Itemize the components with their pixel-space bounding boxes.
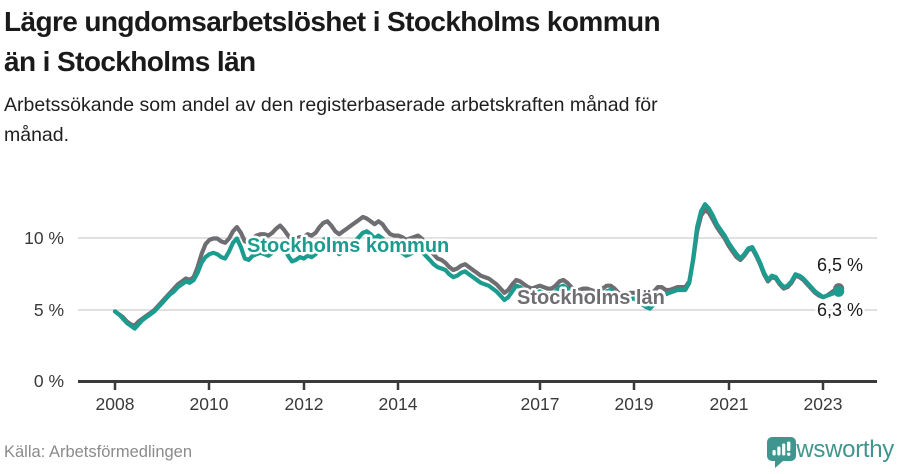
series-line-stockholms-lan — [112, 207, 841, 328]
source-note: Källa: Arbetsförmedlingen — [4, 443, 193, 461]
x-tick-label-2012: 2012 — [285, 394, 324, 414]
chart-subtitle-line-2: månad. — [4, 124, 70, 146]
chart-title-line-1: Lägre ungdomsarbetslöshet i Stockholms k… — [4, 6, 661, 37]
end-dot-stockholms-kommun — [833, 285, 845, 297]
newsworthy-logo-icon — [767, 437, 797, 468]
x-tick-label-2021: 2021 — [710, 394, 749, 414]
chart-subtitle-line-1: Arbetssökande som andel av den registerb… — [4, 94, 658, 116]
x-tick-label-2010: 2010 — [190, 394, 229, 414]
y-tick-label-10: 10 % — [24, 228, 64, 248]
y-tick-label-5: 5 % — [34, 300, 64, 320]
y-tick-label-0: 0 % — [34, 371, 64, 391]
end-value-label-kommun: 6,3 % — [817, 300, 863, 320]
x-tick-label-2019: 2019 — [615, 394, 654, 414]
chart-subtitle: Arbetssökande som andel av den registerb… — [4, 90, 884, 150]
chart-title-line-2: än i Stockholms län — [4, 46, 256, 77]
newsworthy-logo[interactable]: Newsworthy — [766, 436, 894, 468]
series-line-stockholms-kommun — [112, 202, 841, 331]
x-tick-label-2014: 2014 — [379, 394, 418, 414]
end-value-label-lan: 6,5 % — [817, 255, 863, 275]
x-tick-label-2017: 2017 — [521, 394, 560, 414]
series-label-stockholms-lan: Stockholms län — [517, 287, 665, 309]
chart-title: Lägre ungdomsarbetslöshet i Stockholms k… — [4, 2, 884, 82]
x-tick-label-2008: 2008 — [96, 394, 135, 414]
x-tick-label-2023: 2023 — [804, 394, 843, 414]
series-label-stockholms-kommun: Stockholms kommun — [247, 235, 449, 257]
